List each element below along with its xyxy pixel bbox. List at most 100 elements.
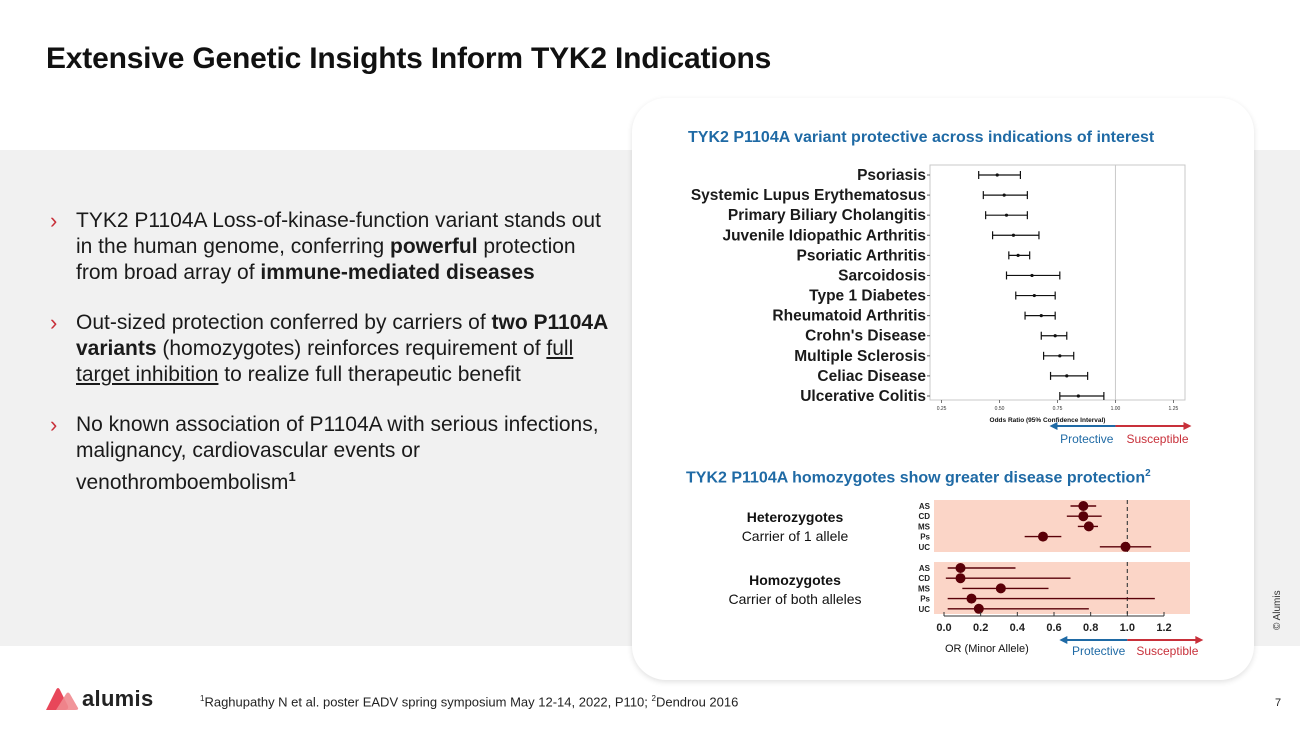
bullet-text: to realize full therapeutic benefit <box>218 363 521 386</box>
bullet-text: immune-mediated diseases <box>260 261 535 284</box>
row-label: Rheumatoid Arthritis <box>772 308 926 325</box>
page-number: 7 <box>1275 697 1282 709</box>
row-label: UC <box>918 605 930 614</box>
row-label: Psoriatic Arthritis <box>797 247 927 264</box>
point-estimate <box>1053 334 1057 338</box>
row-label: Type 1 Diabetes <box>809 288 926 305</box>
point-estimate <box>1120 541 1131 552</box>
x-tick-label: 0.6 <box>1046 622 1061 634</box>
logo-text: alumis <box>82 686 154 711</box>
x-axis-label: Odds Ratio (95% Confidence Interval) <box>990 417 1106 424</box>
footnote-sup-1: 1 <box>200 694 205 703</box>
bullet-text: protection from broad array of <box>76 235 576 284</box>
x-tick-label: 0.50 <box>995 406 1005 412</box>
x-tick-label: 1.2 <box>1156 622 1171 634</box>
x-tick-label: 1.00 <box>1111 406 1121 412</box>
page-title: Extensive Genetic Insights Inform TYK2 I… <box>46 42 772 75</box>
point-estimate <box>1078 511 1089 522</box>
point-estimate <box>966 593 977 604</box>
group-panel <box>934 500 1190 552</box>
row-label: Multiple Sclerosis <box>794 348 926 365</box>
protective-label: Protective <box>1072 644 1126 658</box>
x-tick-label: 1.25 <box>1169 406 1179 412</box>
point-estimate <box>1038 531 1048 542</box>
point-estimate <box>1076 394 1080 398</box>
forest-plot-indications: Psoriasis Systemic Lupus Erythematosus Pri… <box>691 164 1192 446</box>
chevron-right-icon: › <box>50 412 58 437</box>
point-estimate <box>1016 253 1020 257</box>
row-label: AS <box>919 502 931 511</box>
bullet-list: › TYK2 P1104A Loss-of-kinase-function var… <box>48 208 608 520</box>
point-estimate <box>955 563 966 573</box>
homozygote-plot-title: TYK2 P1104A homozygotes show greater dis… <box>686 468 1151 487</box>
row-label: AS <box>919 564 931 573</box>
bullet-item: › TYK2 P1104A Loss-of-kinase-function var… <box>48 208 608 286</box>
row-label: CD <box>918 574 930 583</box>
row-label: Juvenile Idiopathic Arthritis <box>722 227 926 244</box>
bullet-text: powerful <box>390 235 478 258</box>
footnote: 1Raghupathy N et al. poster EADV spring … <box>200 694 738 709</box>
row-label: Ps <box>920 595 930 604</box>
point-estimate <box>955 573 966 584</box>
row-label: CD <box>918 512 930 521</box>
homozygotes-label: Homozygotes Carrier of both alleles <box>705 571 885 609</box>
homozygote-plot-title-sup: 2 <box>1145 468 1151 479</box>
homozygote-plot-title-text: TYK2 P1104A homozygotes show greater dis… <box>686 469 1146 487</box>
row-label: Psoriasis <box>857 167 926 184</box>
point-estimate <box>995 173 999 177</box>
bullet-text: 1 <box>288 469 296 484</box>
chevron-right-icon: › <box>50 310 58 335</box>
point-estimate <box>1004 213 1009 217</box>
susceptible-label: Susceptible <box>1136 644 1198 658</box>
bullet-text: (homozygotes) reinforces requirement of <box>156 337 547 360</box>
susceptible-arrow-head <box>1195 636 1204 644</box>
x-tick-label: 0.8 <box>1083 622 1098 634</box>
alumis-logo-icon <box>46 688 79 710</box>
row-label: Sarcoidosis <box>838 267 926 284</box>
bullet-item: › Out-sized protection conferred by carri… <box>48 310 608 388</box>
heterozygotes-name: Heterozygotes <box>746 509 844 525</box>
x-tick-label: 0.75 <box>1053 406 1063 412</box>
bullet-text: Out-sized protection conferred by carrie… <box>76 311 492 334</box>
row-label: UC <box>918 543 930 552</box>
point-estimate <box>1083 521 1094 532</box>
bullet-text: No known association of P1104A with seri… <box>76 413 599 494</box>
row-label: Crohn's Disease <box>805 328 926 345</box>
susceptible-label: Susceptible <box>1126 432 1188 446</box>
footnote-text-2: Dendrou 2016 <box>655 694 739 710</box>
bullet-item: › No known association of P1104A with ser… <box>48 412 608 496</box>
row-label: Systemic Lupus Erythematosus <box>691 187 926 204</box>
x-tick-label: 0.4 <box>1010 622 1026 634</box>
forest-plot-title: TYK2 P1104A variant protective across in… <box>688 129 1155 146</box>
x-tick-label: 1.0 <box>1120 622 1135 634</box>
heterozygotes-subtitle: Carrier of 1 allele <box>741 528 849 544</box>
x-tick-label: 0.25 <box>937 406 947 412</box>
point-estimate <box>1039 314 1043 318</box>
heterozygotes-label: Heterozygotes Carrier of 1 allele <box>705 508 885 546</box>
row-label: MS <box>918 584 931 593</box>
row-label: Celiac Disease <box>817 368 926 385</box>
plot-frame <box>929 164 1186 401</box>
protective-arrow-head <box>1059 636 1068 644</box>
point-estimate <box>1002 193 1006 197</box>
x-tick-label: 0.0 <box>936 622 951 634</box>
copyright: © Alumis <box>1272 590 1283 630</box>
row-label: MS <box>918 522 931 531</box>
point-estimate <box>1065 374 1069 378</box>
row-label: Ps <box>920 533 930 542</box>
protective-label: Protective <box>1060 432 1114 446</box>
row-label: Primary Biliary Cholangitis <box>728 207 926 224</box>
bullet-text: two P1104A variants <box>76 311 608 360</box>
bullet-text: full target inhibition <box>76 337 574 386</box>
footnote-sup-2: 2 <box>651 694 656 703</box>
row-label: Ulcerative Colitis <box>800 388 926 405</box>
point-estimate <box>973 603 984 614</box>
point-estimate <box>1058 354 1062 358</box>
point-estimate <box>1030 273 1034 278</box>
x-axis-label: OR (Minor Allele) <box>945 643 1029 655</box>
bullet-text: TYK2 P1104A Loss-of-kinase-function vari… <box>76 209 601 258</box>
homozygotes-name: Homozygotes <box>749 572 841 588</box>
footnote-text-1: Raghupathy N et al. poster EADV spring s… <box>204 694 652 710</box>
x-tick-label: 0.2 <box>973 622 988 634</box>
